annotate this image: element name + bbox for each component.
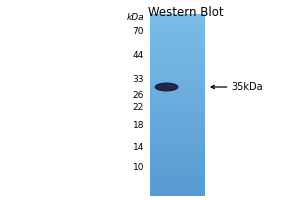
Text: kDa: kDa xyxy=(126,12,144,21)
Text: 22: 22 xyxy=(133,102,144,112)
Text: 18: 18 xyxy=(133,120,144,130)
Text: 14: 14 xyxy=(133,142,144,152)
Text: 44: 44 xyxy=(133,51,144,60)
Text: 33: 33 xyxy=(133,75,144,84)
Ellipse shape xyxy=(155,83,178,91)
Text: 35kDa: 35kDa xyxy=(231,82,262,92)
Text: 70: 70 xyxy=(133,27,144,36)
Text: 10: 10 xyxy=(133,164,144,172)
Text: Western Blot: Western Blot xyxy=(148,6,224,19)
Text: 26: 26 xyxy=(133,90,144,99)
